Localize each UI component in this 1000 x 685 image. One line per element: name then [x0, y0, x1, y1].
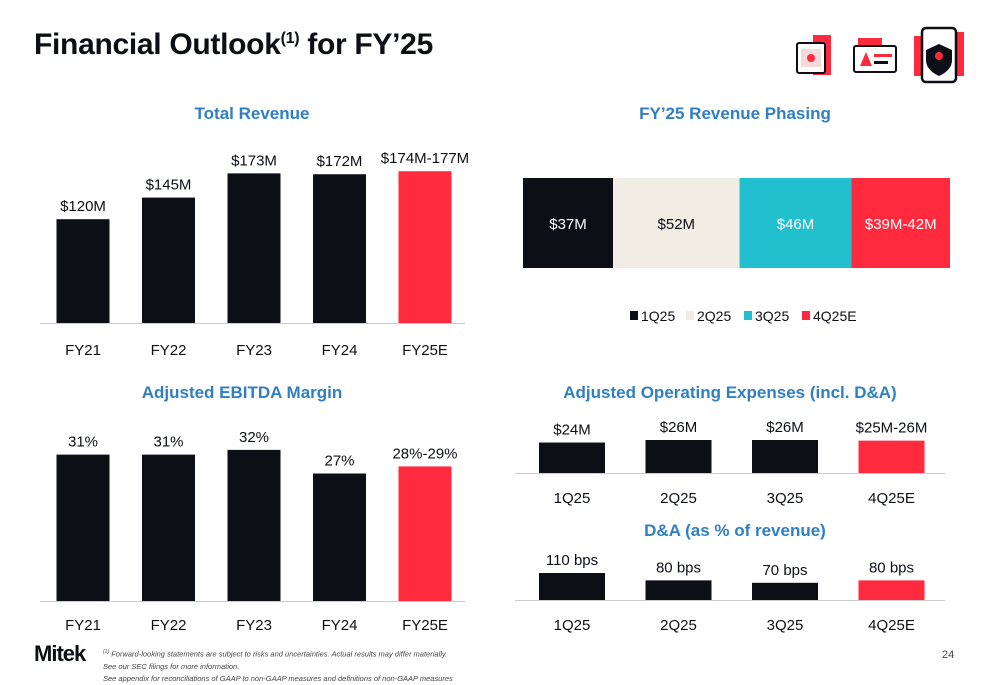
phasing-segment-1: [613, 178, 740, 268]
total-revenue-value-label-4: $174M-177M: [381, 150, 469, 167]
id-card-alert-icon: [852, 36, 900, 78]
opex-value-label-1: $26M: [660, 419, 698, 436]
total-revenue-value-label-3: $172M: [317, 153, 363, 170]
da-category-label-2: 3Q25: [767, 617, 804, 634]
total-revenue-value-label-1: $145M: [146, 177, 192, 194]
da-title: D&A (as % of revenue): [644, 521, 826, 540]
legend-label-0: 1Q25: [641, 308, 675, 324]
ebitda-margin-category-label-1: FY22: [151, 617, 187, 634]
legend-swatch-1: [686, 311, 694, 320]
ebitda-margin-category-label-3: FY24: [322, 617, 358, 634]
ebitda-margin-value-label-4: 28%-29%: [392, 445, 457, 462]
total-revenue-bar-3: [313, 174, 366, 323]
mitek-logo: Mitek: [34, 641, 86, 666]
phasing-segment-0: [523, 178, 614, 268]
opex-bar-0: [539, 442, 605, 473]
opex-value-label-2: $26M: [766, 419, 804, 436]
footnote: (1) Forward-looking statements are subje…: [103, 649, 453, 683]
phasing-value-label-3: $39M-42M: [865, 216, 937, 233]
total-revenue-bar-1: [142, 197, 195, 323]
total-revenue-bar-0: [56, 219, 110, 323]
ebitda-margin-title: Adjusted EBITDA Margin: [141, 383, 343, 402]
ebitda-margin-category-label-2: FY23: [236, 617, 272, 634]
opex-category-label-0: 1Q25: [554, 490, 591, 507]
ebitda-margin-bar-3: [313, 473, 366, 601]
total-revenue-category-label-3: FY24: [322, 342, 358, 359]
ebitda-margin-bar-1: [142, 454, 195, 601]
total-revenue-bar-4: [398, 171, 452, 323]
da-value-label-3: 80 bps: [869, 559, 914, 576]
opex-bar-3: [858, 440, 925, 473]
legend-swatch-3: [802, 311, 810, 320]
opex-value-label-0: $24M: [553, 422, 591, 439]
opex-title: Adjusted Operating Expenses (incl. D&A): [563, 383, 897, 402]
total-revenue-title: Total Revenue: [194, 104, 310, 123]
ebitda-margin-value-label-2: 32%: [239, 429, 269, 446]
da-bar-1: [645, 580, 712, 600]
opex-category-label-3: 4Q25E: [868, 490, 915, 507]
total-revenue-category-label-0: FY21: [65, 342, 101, 359]
phasing-segment-2: [739, 178, 852, 268]
da-category-label-1: 2Q25: [660, 617, 697, 634]
ebitda-margin-value-label-0: 31%: [68, 434, 98, 451]
ebitda-margin-bar-2: [227, 449, 281, 601]
total-revenue-category-label-4: FY25E: [402, 342, 448, 359]
mobile-shield-icon: [912, 26, 968, 86]
page-title: Financial Outlook(1) for FY’25: [34, 28, 433, 61]
ebitda-margin-category-label-0: FY21: [65, 617, 101, 634]
opex-bar-1: [645, 440, 712, 473]
da-bar-2: [752, 582, 818, 600]
phasing-value-label-2: $46M: [777, 216, 815, 233]
ebitda-margin-bar-0: [56, 454, 110, 601]
da-category-label-0: 1Q25: [554, 617, 591, 634]
da-value-label-0: 110 bps: [546, 552, 598, 569]
ebitda-margin-bar-4: [398, 466, 452, 601]
legend-label-2: 3Q25: [755, 308, 789, 324]
opex-value-label-3: $25M-26M: [856, 420, 928, 437]
da-bar-0: [539, 573, 605, 600]
da-bar-3: [858, 580, 925, 600]
ebitda-margin-value-label-1: 31%: [153, 434, 183, 451]
opex-category-label-1: 2Q25: [660, 490, 697, 507]
legend-swatch-2: [744, 311, 752, 320]
total-revenue-category-label-1: FY22: [151, 342, 187, 359]
ebitda-margin-category-label-4: FY25E: [402, 617, 448, 634]
legend-swatch-0: [630, 311, 638, 320]
document-check-icon: [795, 33, 835, 78]
total-revenue-value-label-0: $120M: [60, 198, 106, 215]
page-number: 24: [942, 649, 955, 661]
phasing-value-label-1: $52M: [658, 216, 696, 233]
da-value-label-2: 70 bps: [762, 562, 807, 579]
phasing-value-label-0: $37M: [549, 216, 587, 233]
revenue-phasing-title: FY’25 Revenue Phasing: [639, 104, 831, 123]
legend-label-3: 4Q25E: [813, 308, 857, 324]
total-revenue-bar-2: [227, 173, 281, 323]
ebitda-margin-value-label-3: 27%: [324, 453, 354, 470]
total-revenue-category-label-2: FY23: [236, 342, 272, 359]
opex-category-label-2: 3Q25: [767, 490, 804, 507]
legend-label-1: 2Q25: [697, 308, 731, 324]
total-revenue-value-label-2: $173M: [231, 152, 277, 169]
da-value-label-1: 80 bps: [656, 559, 701, 576]
phasing-segment-3: [851, 178, 950, 268]
da-category-label-3: 4Q25E: [868, 617, 915, 634]
opex-bar-2: [752, 440, 818, 473]
